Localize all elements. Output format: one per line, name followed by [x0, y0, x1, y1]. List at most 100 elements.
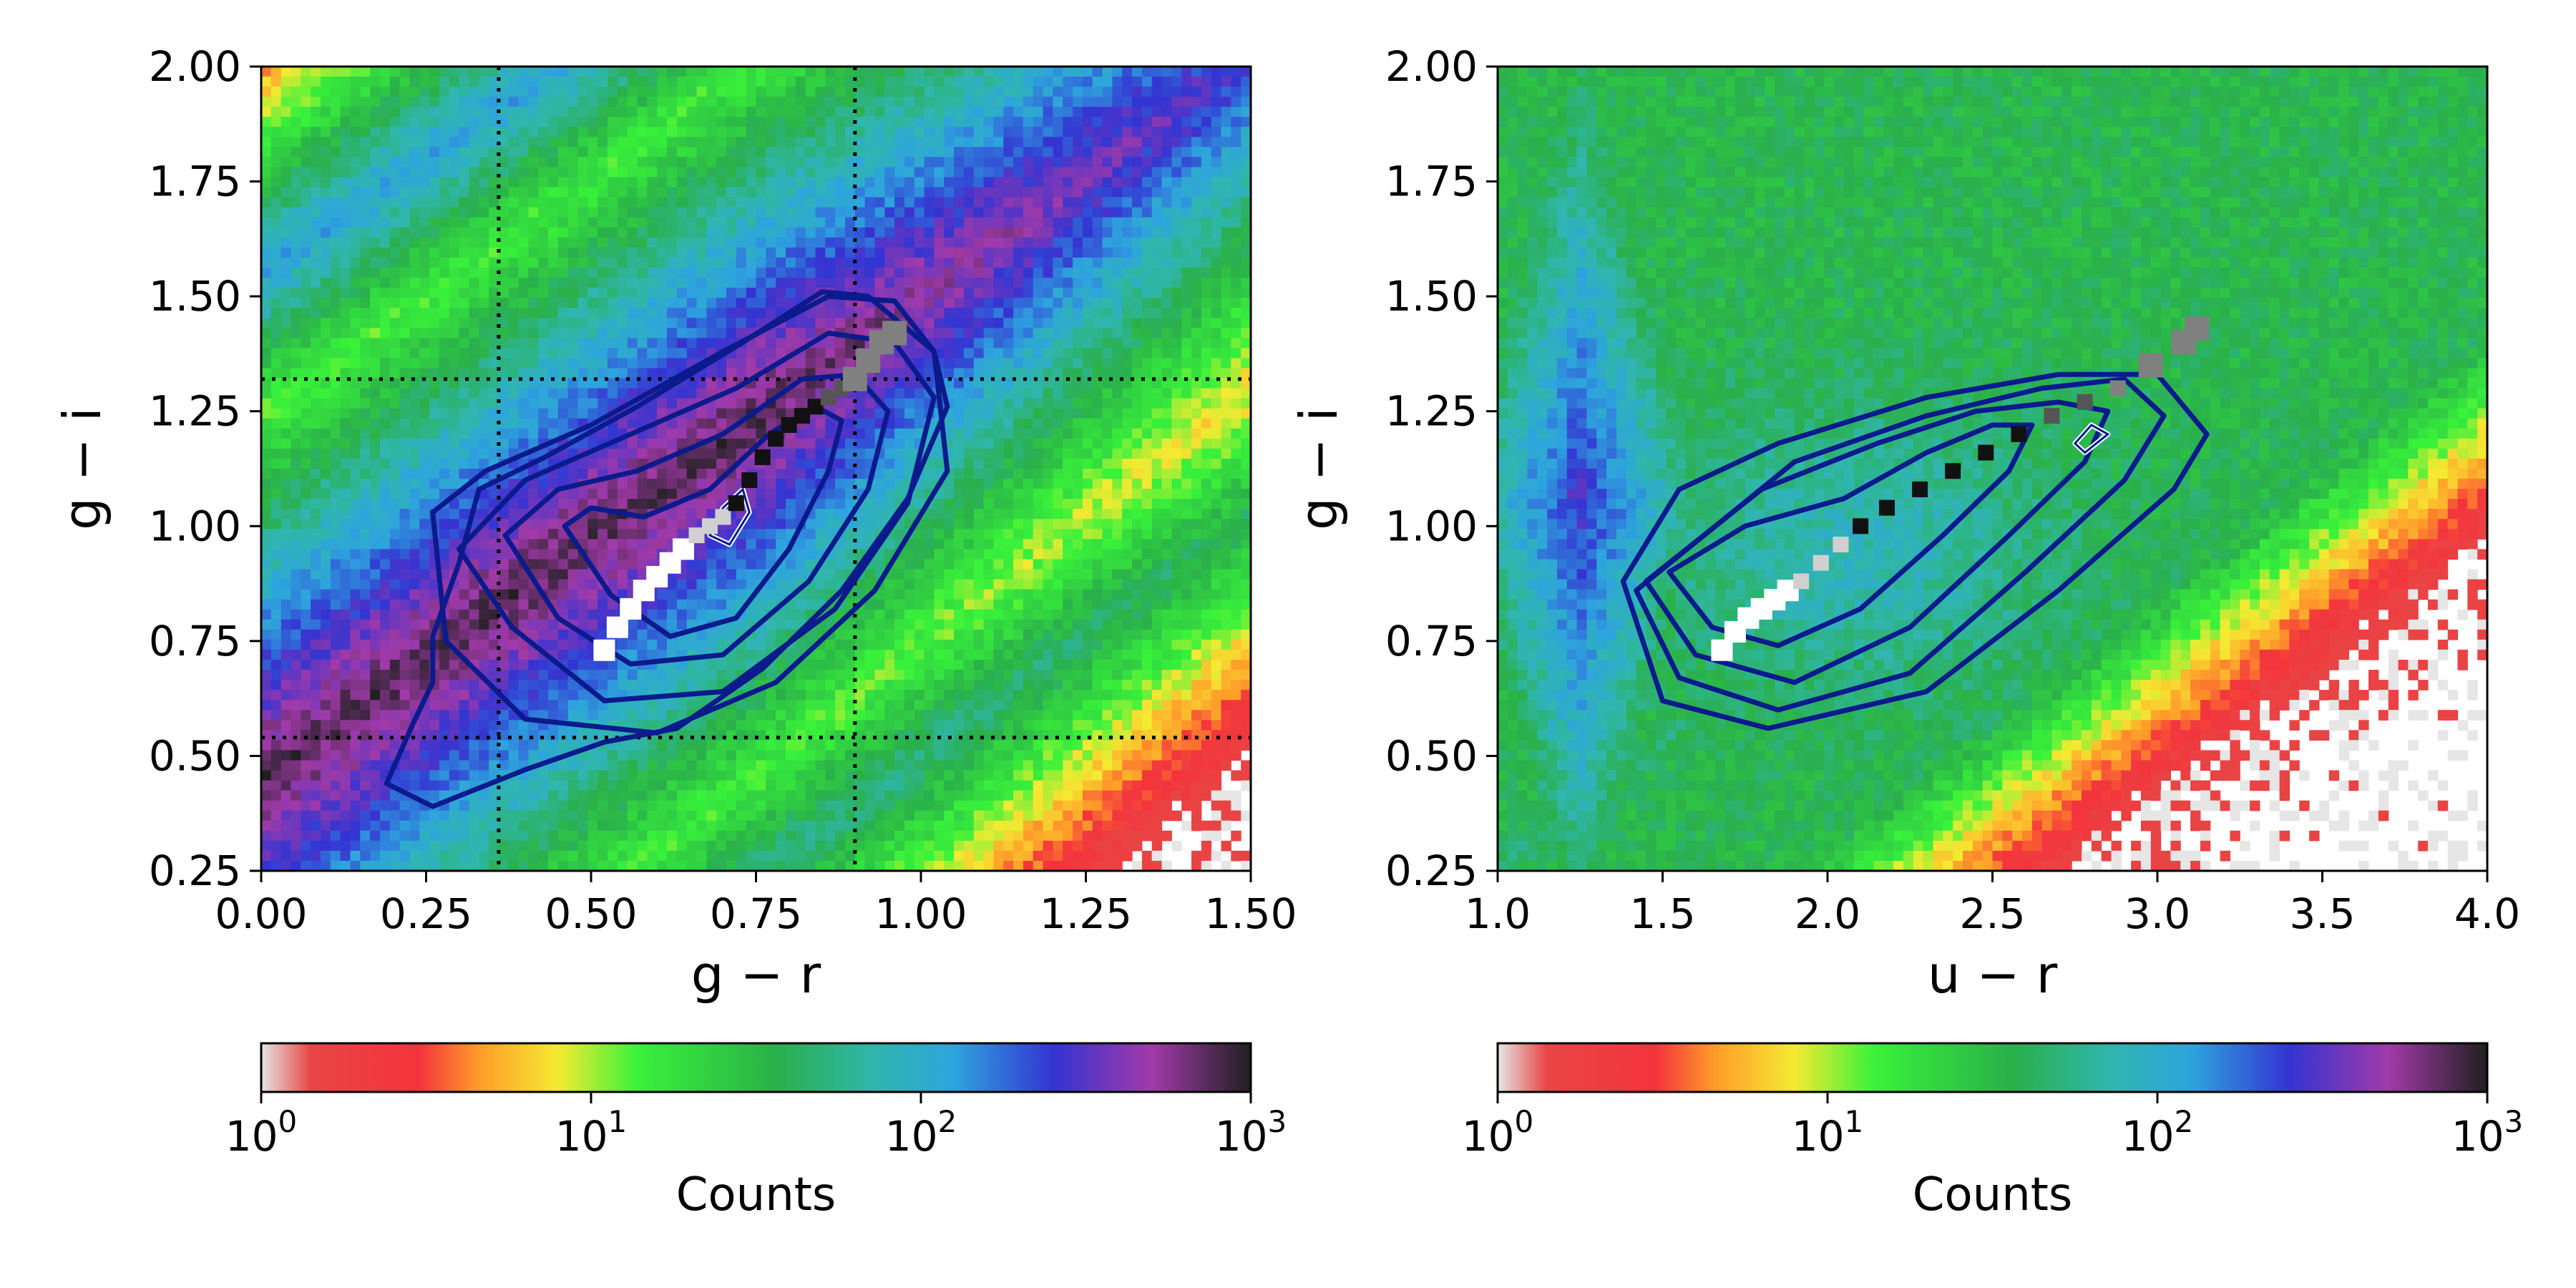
x-ticks: 0.00 0.25 0.50 0.75 1.00 1.25 1.50 — [215, 871, 1297, 938]
median-track — [1711, 316, 2210, 661]
x-tick-label: 3.0 — [2124, 889, 2190, 938]
y-tick-label: 0.75 — [149, 617, 241, 665]
x-tick-label: 0.50 — [545, 889, 637, 938]
y-tick-label: 2.00 — [149, 42, 241, 91]
density-contours — [384, 289, 950, 809]
median-point — [781, 416, 797, 433]
y-tick-label: 1.00 — [1385, 502, 1478, 550]
median-point — [1793, 573, 1810, 590]
median-point — [1813, 555, 1829, 571]
x-axis-label: g − r — [691, 945, 821, 1005]
median-point — [606, 616, 628, 638]
x-tick-label: 4.0 — [2454, 889, 2520, 938]
y-tick-label: 2.00 — [1385, 42, 1478, 91]
median-point — [882, 321, 907, 346]
y-tick-label: 0.25 — [149, 847, 241, 895]
colorbar — [1498, 1043, 2487, 1092]
x-tick-label: 0.00 — [215, 889, 307, 938]
x-tick-label: 1.00 — [874, 889, 967, 938]
median-point — [2185, 316, 2210, 341]
y-tick-label: 1.50 — [1385, 272, 1478, 321]
colorbar-tick-label: 103 — [2451, 1104, 2524, 1161]
median-point — [1853, 518, 1869, 535]
x-tick-label: 2.0 — [1795, 889, 1860, 938]
y-ticks: 0.25 0.50 0.75 1.00 1.25 1.50 1.75 2.00 — [1385, 42, 1498, 895]
colorbar-tick-label: 100 — [1462, 1104, 1534, 1161]
median-point — [688, 527, 705, 544]
colorbar-ticks: 100 101 102 103 — [225, 1092, 1287, 1161]
y-tick-label: 1.25 — [149, 387, 241, 436]
x-tick-label: 0.75 — [710, 889, 802, 938]
median-point — [820, 389, 836, 406]
colorbar-frame — [260, 1042, 1252, 1093]
heatmap-cells — [261, 67, 1252, 872]
colorbar-tick-label: 102 — [2122, 1104, 2194, 1161]
median-point — [754, 449, 771, 465]
median-point — [2138, 353, 2163, 378]
contour-line-inner — [2073, 424, 2110, 454]
y-axis-label: g − i — [1289, 407, 1349, 530]
median-point — [1833, 536, 1849, 552]
heatmap-cells — [1498, 67, 2488, 872]
median-point — [768, 431, 784, 447]
y-tick-label: 1.25 — [1385, 387, 1478, 436]
contour-line — [1620, 371, 2210, 731]
panel-ur-gi: 1.0 1.5 2.0 2.5 3.0 3.5 4.0 0.25 0.50 0.75 1.00 1.… — [1289, 42, 2523, 1221]
median-point — [728, 495, 744, 512]
median-point — [807, 399, 824, 415]
median-point — [2109, 380, 2126, 396]
contour-line — [562, 404, 844, 639]
median-point — [1912, 481, 1928, 497]
median-track — [593, 321, 907, 661]
y-tick-label: 0.50 — [149, 731, 241, 780]
contour-line — [1643, 399, 2111, 686]
contour-line — [1667, 422, 2035, 648]
colorbar-tick-label: 101 — [1792, 1104, 1864, 1161]
colorbar-ticks: 100 101 102 103 — [1462, 1092, 2524, 1161]
colorbar-label: Counts — [676, 1169, 836, 1221]
x-axis-label: u − r — [1928, 945, 2058, 1005]
contour-line — [430, 293, 950, 736]
colorbar-tick-label: 103 — [1215, 1104, 1287, 1161]
median-point — [1978, 444, 1994, 461]
x-tick-label: 0.25 — [380, 889, 472, 938]
y-tick-label: 1.50 — [149, 272, 241, 321]
median-point — [2077, 394, 2093, 410]
y-ticks: 0.25 0.50 0.75 1.00 1.25 1.50 1.75 2.00 — [149, 42, 261, 895]
y-tick-label: 0.75 — [1385, 617, 1478, 665]
median-point — [701, 518, 718, 535]
median-point — [620, 597, 642, 620]
y-tick-label: 1.75 — [149, 157, 241, 206]
colorbar — [261, 1043, 1251, 1092]
contour-line — [457, 331, 937, 703]
median-point — [1945, 463, 1961, 479]
median-point — [1711, 639, 1733, 661]
x-tick-label: 1.25 — [1040, 889, 1132, 938]
contour-line — [1634, 376, 2167, 713]
x-tick-label: 1.5 — [1629, 889, 1695, 938]
median-point — [715, 509, 731, 525]
colorbar-tick-label: 100 — [225, 1104, 298, 1161]
y-axis-label: g − i — [52, 407, 112, 530]
colorbar-tick-label: 101 — [555, 1104, 628, 1161]
median-point — [794, 408, 811, 424]
density-contours — [1620, 371, 2210, 731]
x-tick-label: 1.0 — [1465, 889, 1531, 938]
y-tick-label: 0.25 — [1385, 847, 1478, 895]
colorbar-tick-label: 102 — [885, 1104, 957, 1161]
median-point — [1878, 499, 1895, 516]
y-tick-label: 1.00 — [149, 502, 241, 550]
median-point — [2011, 426, 2027, 442]
median-point — [593, 639, 615, 661]
colorbar-frame — [1496, 1042, 2489, 1093]
panel-gr-gi: 0.00 0.25 0.50 0.75 1.00 1.25 1.50 0.250.500.7… — [52, 42, 1297, 1221]
x-tick-label: 3.5 — [2289, 889, 2355, 938]
contour-line — [502, 371, 891, 667]
x-ticks: 1.0 1.5 2.0 2.5 3.0 3.5 4.0 — [1465, 871, 2520, 938]
x-tick-label: 2.5 — [1959, 889, 2025, 938]
x-tick-label: 1.50 — [1204, 889, 1297, 938]
colorbar-label: Counts — [1913, 1169, 2072, 1221]
y-tick-label: 1.75 — [1385, 157, 1478, 206]
median-point — [2044, 408, 2060, 424]
